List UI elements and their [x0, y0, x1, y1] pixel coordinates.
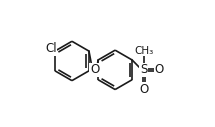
Text: O: O — [90, 63, 99, 76]
Text: O: O — [139, 83, 148, 96]
Text: O: O — [154, 63, 164, 76]
Text: CH₃: CH₃ — [134, 46, 153, 56]
Text: S: S — [140, 63, 147, 76]
Text: Cl: Cl — [45, 42, 57, 55]
